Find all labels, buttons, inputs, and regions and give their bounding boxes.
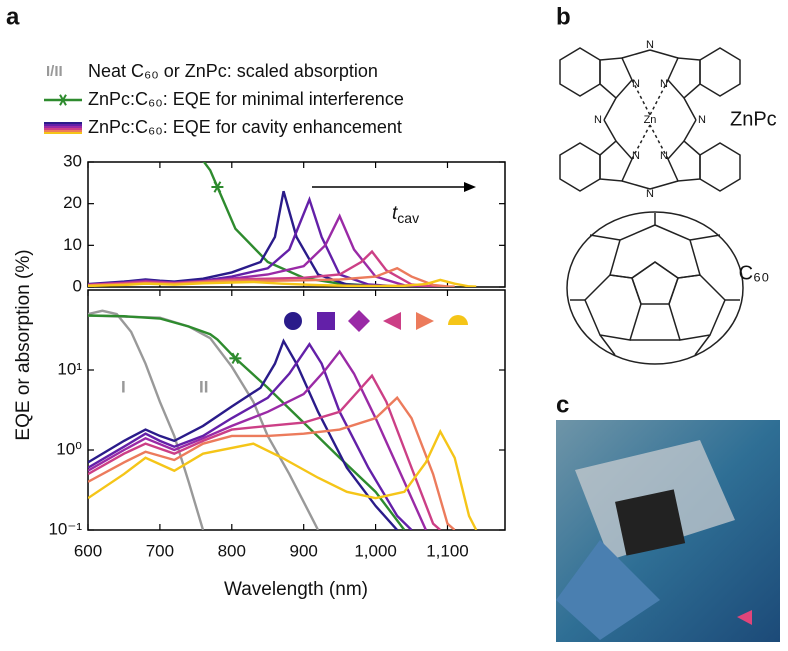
x-axis-label: Wavelength (nm): [224, 579, 368, 600]
legend-label: ZnPc:C₆₀: EQE for cavity enhancement: [88, 117, 402, 137]
x-tick-label: 900: [290, 541, 318, 560]
annotation: II: [199, 377, 208, 396]
panel-label: c: [556, 391, 569, 418]
atom-label: N: [646, 188, 654, 200]
series-line: [88, 349, 428, 530]
y-tick-label: 30: [63, 151, 82, 170]
x-tick-label: 800: [218, 541, 246, 560]
x-tick-label: 1,100: [426, 541, 469, 560]
series-line: [88, 309, 205, 530]
y-axis-label: EQE or absorption (%): [13, 249, 34, 440]
series-line: [88, 314, 320, 530]
legend-label: ZnPc:C₆₀: EQE for minimal interference: [88, 89, 404, 109]
series-line: [88, 314, 406, 530]
series-symbol: [348, 310, 370, 332]
atom-label: N: [594, 114, 602, 126]
plot-frame: [87, 161, 506, 288]
atom-label: N: [646, 39, 654, 51]
star-stroke: [231, 352, 240, 365]
plot: 600 700 800 900 1,000 1,100 0 10 20 30 10⁻¹ 10⁰ 10¹ I…: [44, 61, 505, 560]
x-tick-label: 1,000: [354, 541, 397, 560]
annotation: I: [121, 377, 126, 396]
star-stroke: [59, 94, 67, 106]
c60-structure: [566, 211, 744, 365]
molecule-label: ZnPc: [730, 108, 777, 130]
y-tick-label: 10⁻¹: [48, 519, 82, 538]
series-line: [88, 395, 456, 530]
plot-frame: [87, 289, 506, 531]
star-marker: [211, 181, 224, 193]
y-tick-label: 10: [63, 235, 82, 254]
device-photo: [556, 420, 780, 642]
star-marker: [229, 352, 242, 365]
arrow-label-main: t: [392, 203, 398, 224]
series-symbol: [284, 312, 302, 330]
atom-label: N: [660, 78, 668, 90]
series-line: [88, 190, 398, 287]
atom-label: N: [698, 114, 706, 126]
legend-label: Neat C₆₀ or ZnPc: scaled absorption: [88, 61, 378, 81]
series-line: [88, 278, 477, 287]
series-symbol: [317, 312, 335, 330]
series-line: [88, 342, 413, 530]
y-tick-label: 10¹: [57, 359, 82, 378]
panel-label: b: [556, 3, 571, 30]
znpc-structure: [559, 47, 741, 192]
series-line: [88, 338, 399, 530]
arrow-label: tcav: [392, 203, 419, 226]
atom-label: N: [660, 150, 668, 162]
y-tick-label: 10⁰: [56, 439, 82, 458]
y-tick-label: 0: [73, 276, 82, 295]
x-tick-label: 600: [74, 541, 102, 560]
atom-label: N: [632, 78, 640, 90]
molecule-label: C₆₀: [739, 262, 770, 284]
series-symbol: [383, 312, 401, 330]
series-symbol: [448, 315, 468, 325]
arrow-label-sub: cav: [397, 210, 419, 226]
star-marker: [57, 94, 69, 106]
y-tick-label: 20: [63, 193, 82, 212]
series-line: [88, 373, 442, 530]
atom-label: N: [632, 150, 640, 162]
x-tick-label: 700: [146, 541, 174, 560]
arrow-head: [464, 182, 476, 192]
series-line: [88, 428, 478, 530]
panel-label: a: [6, 3, 20, 30]
atom-label: Zn: [644, 114, 657, 126]
star-stroke: [213, 181, 222, 193]
series-symbol: [416, 312, 434, 330]
legend-icon: I/II: [46, 63, 63, 80]
